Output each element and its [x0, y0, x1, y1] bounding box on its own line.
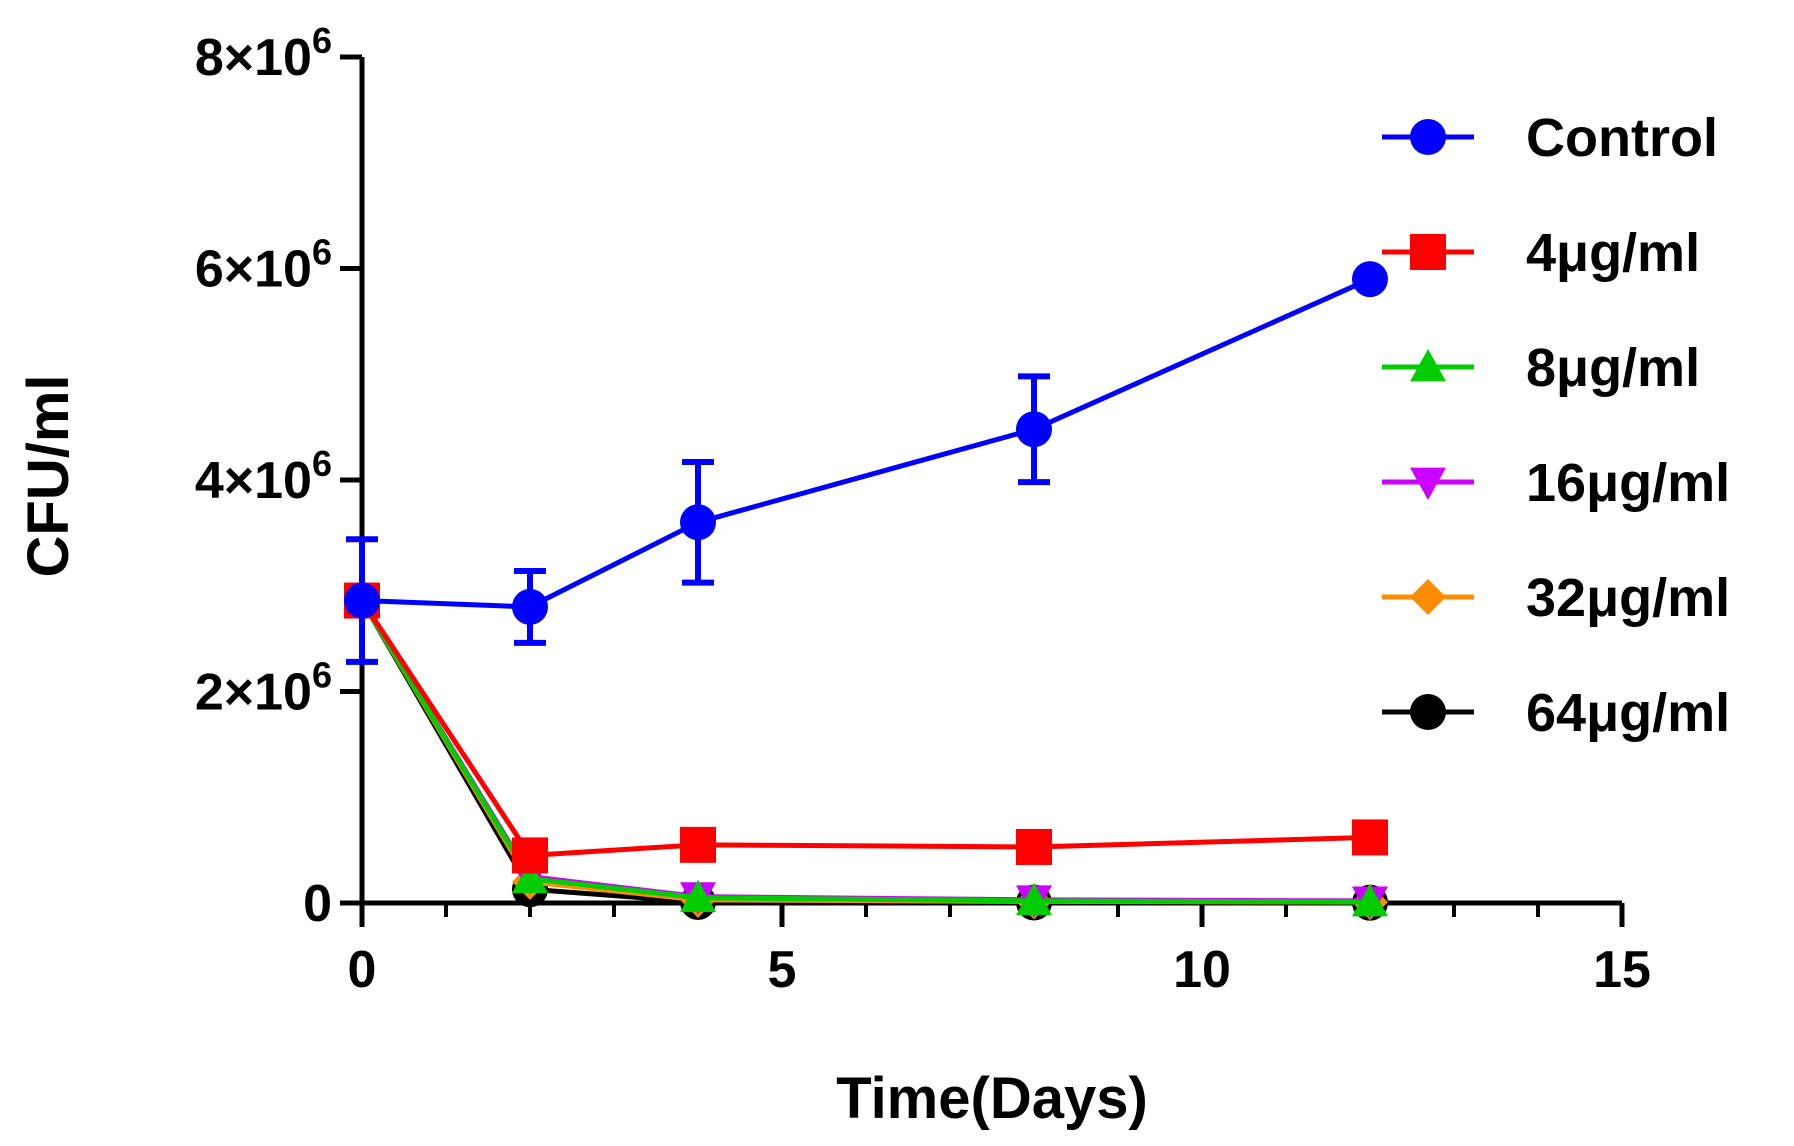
axes: 0 2×106 4×106 6×106 8×106 0 5 10 15 — [195, 20, 1651, 999]
series-1-point — [344, 582, 380, 619]
legend-label: 16μg/ml — [1526, 453, 1730, 513]
y-tick-label: 6×106 — [195, 232, 332, 299]
series-4 — [344, 586, 1388, 919]
series-2-point — [1352, 819, 1388, 856]
legend-label: 64μg/ml — [1526, 683, 1730, 743]
legend-marker — [1410, 234, 1446, 270]
legend-item-4: 16μg/ml — [1382, 453, 1730, 513]
legend-marker — [1410, 119, 1446, 155]
series-1-line — [361, 276, 1372, 610]
x-tick-label: 5 — [768, 941, 797, 999]
y-axis-title: CFU/ml — [16, 375, 81, 578]
legend-item-5: 32μg/ml — [1382, 568, 1730, 628]
legend-label: 32μg/ml — [1526, 568, 1730, 628]
legend-item-3: 8μg/ml — [1382, 338, 1700, 398]
legend-item-1: Control — [1382, 108, 1718, 168]
series-1-point — [1016, 411, 1052, 448]
legend-label: 8μg/ml — [1526, 338, 1700, 398]
legend-marker — [1410, 579, 1446, 615]
series-2-line — [359, 599, 1371, 858]
x-tick-label: 0 — [348, 941, 377, 999]
y-tick-label: 0 — [303, 875, 332, 933]
legend: Control 4μg/ml 8μg/ml 16μg/ml 32μg/ml 64μg/ml — [1382, 108, 1730, 743]
x-axis-title: Time(Days) — [836, 1066, 1148, 1131]
legend-label: 4μg/ml — [1526, 223, 1700, 283]
y-tick-label: 2×106 — [195, 655, 332, 722]
series-2-point — [1016, 828, 1052, 865]
legend-marker — [1410, 467, 1446, 500]
series-1-point — [1352, 261, 1388, 298]
series-6 — [344, 582, 1388, 921]
series-1-point — [680, 504, 716, 541]
series-2-point — [512, 837, 548, 874]
series-2-point — [680, 826, 716, 863]
legend-marker — [1410, 349, 1446, 382]
y-tick-label: 8×106 — [195, 20, 332, 87]
legend-marker — [1410, 694, 1446, 730]
series-3-point — [1352, 883, 1388, 917]
series-3-point — [512, 860, 548, 894]
y-tick-label: 4×106 — [195, 443, 332, 510]
series-1 — [344, 261, 1388, 665]
series-1-point — [512, 588, 548, 625]
series-3-point — [1016, 882, 1052, 916]
series-5 — [344, 582, 1388, 921]
series-layer — [344, 261, 1388, 921]
series-3 — [344, 582, 1388, 917]
legend-item-6: 64μg/ml — [1382, 683, 1730, 743]
legend-label: Control — [1526, 108, 1718, 168]
series-3-point — [680, 879, 716, 913]
x-tick-label: 15 — [1593, 941, 1651, 999]
legend-item-2: 4μg/ml — [1382, 223, 1700, 283]
x-tick-label: 10 — [1173, 941, 1231, 999]
